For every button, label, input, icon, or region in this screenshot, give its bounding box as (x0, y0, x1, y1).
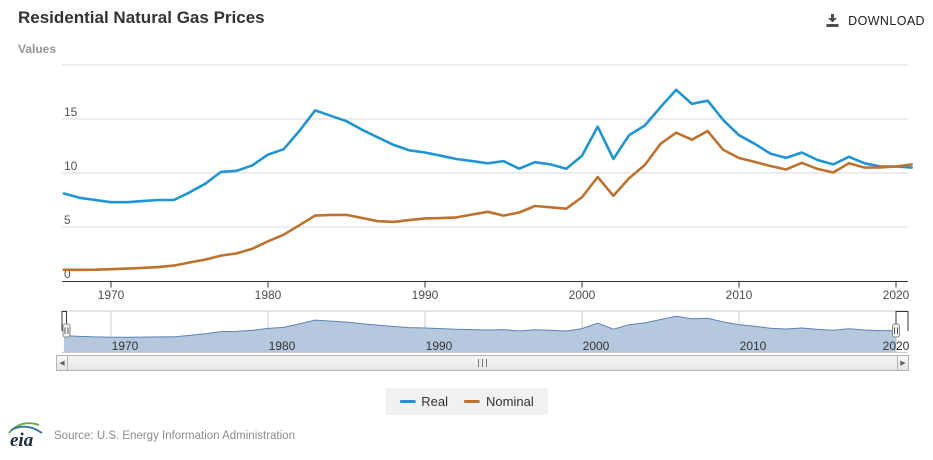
navigator-area-line (63, 315, 896, 338)
source-text: Source: U.S. Energy Information Administ… (54, 430, 295, 442)
navigator-outline-left (61, 311, 67, 331)
legend-swatch-nominal (464, 400, 481, 403)
y-axis-title: Values (18, 42, 57, 56)
x-axis-label-1990: 1990 (412, 288, 439, 302)
y-axis-label-15: 15 (64, 105, 78, 119)
scrollbar-left-arrow-button[interactable]: ◀ (56, 355, 68, 371)
chart-area: 0 5 10 15 1970 1980 1990 2000 2010 2020 1970 1980 19… (61, 64, 914, 353)
y-axis-label-0: 0 (64, 267, 71, 281)
x-axis-label-2000: 2000 (569, 288, 596, 302)
x-axis-label-1980: 1980 (255, 288, 282, 302)
scrollbar-right-arrow-button[interactable]: ▶ (897, 355, 909, 371)
series-line-nominal (62, 129, 914, 272)
navigator-outline-right (895, 311, 909, 331)
navigator-handle-left[interactable] (62, 323, 71, 338)
navigator-year-label-2000: 2000 (583, 339, 610, 353)
footer: eia Source: U.S. Energy Information Admi… (6, 420, 295, 452)
scrollbar-grip (478, 359, 479, 367)
navigator-year-label-1990: 1990 (426, 339, 453, 353)
x-axis-label-2020: 2020 (883, 288, 910, 302)
navigator-year-label-2010: 2010 (740, 339, 767, 353)
y-axis-label-10: 10 (64, 159, 78, 173)
legend-item-real[interactable]: Real (399, 394, 448, 409)
navigator-year-label-1980: 1980 (269, 339, 296, 353)
x-axis-label-2010: 2010 (726, 288, 753, 302)
legend-swatch-real (399, 400, 416, 403)
eia-logo: eia (8, 422, 43, 451)
page-title: Residential Natural Gas Prices (18, 8, 265, 27)
download-label: DOWNLOAD (848, 13, 925, 28)
y-axis-label-5: 5 (64, 213, 71, 227)
scrollbar[interactable]: ◀ ▶ (56, 355, 909, 371)
scrollbar-grip (482, 359, 483, 367)
legend-item-nominal[interactable]: Nominal (464, 394, 534, 409)
navigator-area[interactable] (63, 316, 912, 352)
x-axis-label-1970: 1970 (98, 288, 125, 302)
navigator-year-label-1970: 1970 (112, 339, 139, 353)
eia-logo-text: eia (10, 430, 34, 451)
scrollbar-grip (486, 359, 487, 367)
download-button[interactable]: DOWNLOAD (825, 13, 925, 28)
legend-label-real: Real (421, 394, 449, 409)
scrollbar-thumb[interactable] (68, 355, 897, 371)
legend-label-nominal: Nominal (486, 394, 534, 409)
legend: Real Nominal (385, 388, 548, 415)
download-icon (826, 14, 839, 27)
series-line-real (62, 88, 914, 204)
navigator-handle-right[interactable] (892, 323, 900, 338)
navigator-year-label-2020: 2020 (883, 339, 910, 353)
